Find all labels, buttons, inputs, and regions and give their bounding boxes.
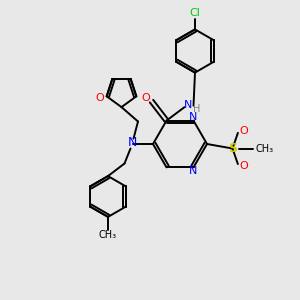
Text: N: N [127, 136, 137, 149]
Text: N: N [189, 166, 198, 176]
Text: CH₃: CH₃ [99, 230, 117, 241]
Text: CH₃: CH₃ [256, 143, 274, 154]
Text: O: O [239, 126, 248, 136]
Text: H: H [194, 103, 201, 114]
Text: O: O [142, 93, 151, 103]
Text: O: O [239, 160, 248, 171]
Text: N: N [184, 100, 192, 110]
Text: O: O [96, 93, 104, 103]
Text: Cl: Cl [190, 8, 200, 19]
Text: S: S [228, 142, 237, 155]
Text: N: N [189, 112, 198, 122]
